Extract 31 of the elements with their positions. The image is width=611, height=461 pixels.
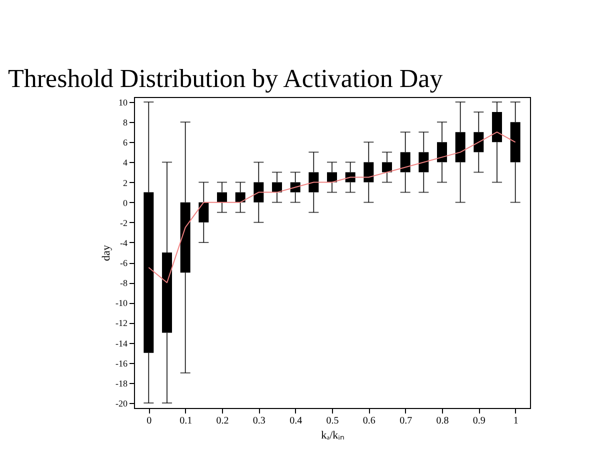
y-tick-label: 6 bbox=[123, 138, 128, 148]
x-axis-title: kₐ/kᵢₙ bbox=[321, 430, 344, 442]
x-tick-label: 0 bbox=[146, 416, 152, 426]
line-series bbox=[148, 132, 516, 284]
x-tick-label: 1 bbox=[513, 416, 518, 426]
x-tick-label: 0.2 bbox=[216, 416, 229, 426]
y-tick-label: -2 bbox=[120, 218, 128, 228]
y-tick-label: 2 bbox=[123, 178, 128, 188]
x-tick-label: 0.8 bbox=[436, 416, 449, 426]
y-axis-title: day bbox=[100, 244, 113, 261]
y-tick-label: -16 bbox=[116, 358, 128, 368]
x-tick-label: 0.6 bbox=[362, 416, 376, 426]
y-tick-label: -10 bbox=[116, 298, 128, 308]
y-tick-label: -6 bbox=[120, 258, 128, 268]
y-tick-label: 4 bbox=[123, 158, 128, 168]
y-tick-label: -18 bbox=[116, 378, 128, 388]
x-tick-label: 0.1 bbox=[180, 416, 192, 426]
y-tick-label: -20 bbox=[116, 398, 128, 408]
x-tick-label: 0.3 bbox=[252, 416, 266, 426]
x-tick-label: 0.9 bbox=[472, 416, 486, 426]
y-tick-label: -4 bbox=[120, 238, 128, 248]
x-tick-label: 0.5 bbox=[326, 416, 339, 426]
x-tick-label: 0.4 bbox=[290, 416, 302, 426]
y-tick-label: -12 bbox=[116, 318, 128, 328]
y-tick-label: 8 bbox=[123, 118, 128, 128]
x-tick-label: 0.7 bbox=[400, 416, 412, 426]
chart-title: Threshold Distribution by Activation Day bbox=[8, 64, 443, 94]
y-tick-label: 10 bbox=[118, 98, 128, 108]
y-tick-label: -14 bbox=[116, 338, 128, 348]
y-tick-label: -8 bbox=[120, 278, 128, 288]
y-tick-label: 0 bbox=[123, 198, 128, 208]
